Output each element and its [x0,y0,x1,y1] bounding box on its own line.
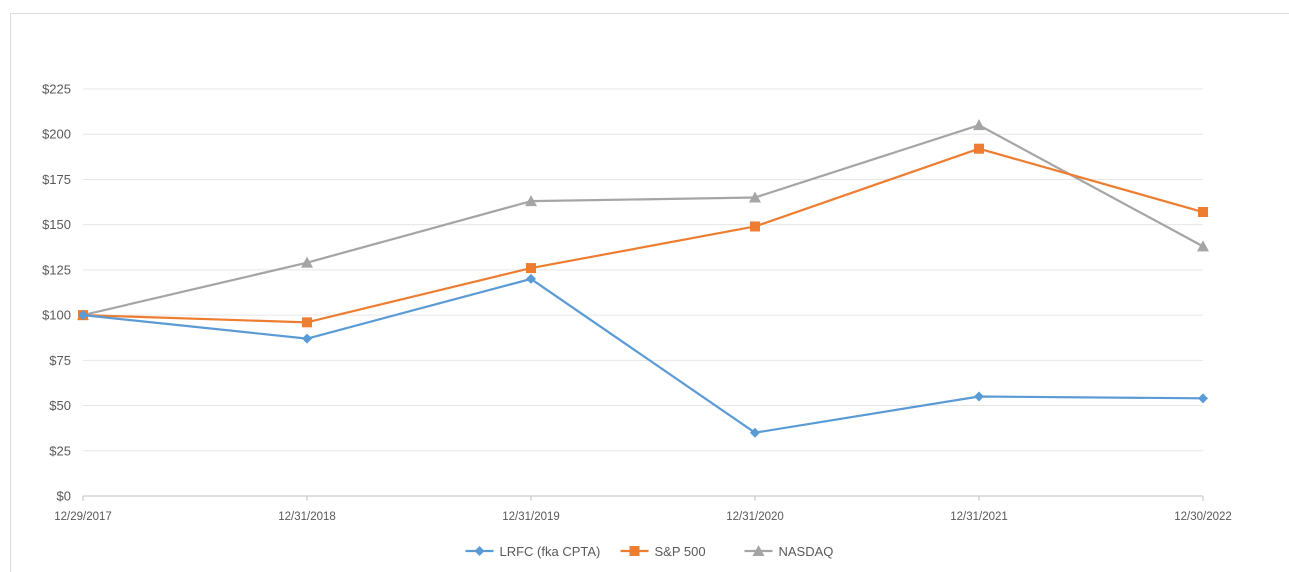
data-point-square [1198,207,1208,218]
data-point-diamond [974,391,984,402]
y-tick-label: $25 [49,443,71,458]
series-line [82,147,1204,324]
y-tick-label: $0 [57,489,71,504]
y-tick-label: $200 [42,127,71,142]
x-tick-label: 12/31/2020 [726,511,784,523]
y-tick-label: $75 [49,353,71,368]
series-line [82,124,1204,317]
x-tick-label: 12/31/2019 [502,511,560,523]
series-triangle [77,119,1209,321]
series-square [78,143,1208,328]
data-point-triangle [752,545,765,556]
data-point-triangle [525,195,537,207]
series-diamond [78,273,1208,438]
y-tick-label: $225 [42,82,71,97]
data-point-square [750,221,760,232]
legend-label: S&P 500 [655,544,706,559]
legend-item: S&P 500 [620,544,706,559]
legend-label: LRFC (fka CPTA) [500,544,601,559]
data-point-diamond [302,333,312,344]
series-lines [77,119,1209,438]
legend-item: LRFC (fka CPTA) [465,544,601,559]
x-tick-label: 12/31/2021 [950,511,1008,523]
x-axis-ticks: 12/29/2017 12/31/2018 12/31/2019 12/31/2020… [54,511,1232,523]
data-point-square [526,263,536,274]
y-tick-label: $50 [49,398,71,413]
data-point-square [629,546,640,556]
y-axis-ticks: $0 $25 $50 $75 $100 $125 $150 $175 $200 $225 [42,82,71,504]
y-tick-label: $100 [42,308,71,323]
gridlines [83,88,1203,452]
x-tick-label: 12/30/2022 [1174,511,1232,523]
data-point-square [974,143,984,154]
data-point-square [302,317,312,328]
chart-frame [10,13,1289,572]
data-point-triangle [1197,240,1209,252]
data-point-triangle [973,119,985,131]
y-tick-label: $175 [42,172,71,187]
legend: LRFC (fka CPTA) S&P 500 NASDAQ [465,544,834,559]
data-point-triangle [749,191,761,203]
data-point-diamond [78,310,88,321]
data-point-diamond [474,546,485,556]
y-tick-label: $125 [42,262,71,277]
data-point-triangle [301,256,313,268]
data-point-diamond [1198,393,1208,404]
x-axis [82,495,1204,501]
series-line [82,277,1204,434]
y-tick-label: $150 [42,217,71,232]
data-point-diamond [526,273,536,284]
data-point-diamond [750,427,760,438]
legend-item: NASDAQ [744,544,834,559]
legend-label: NASDAQ [779,544,834,559]
x-tick-label: 12/29/2017 [54,511,112,523]
x-tick-label: 12/31/2018 [278,511,336,523]
